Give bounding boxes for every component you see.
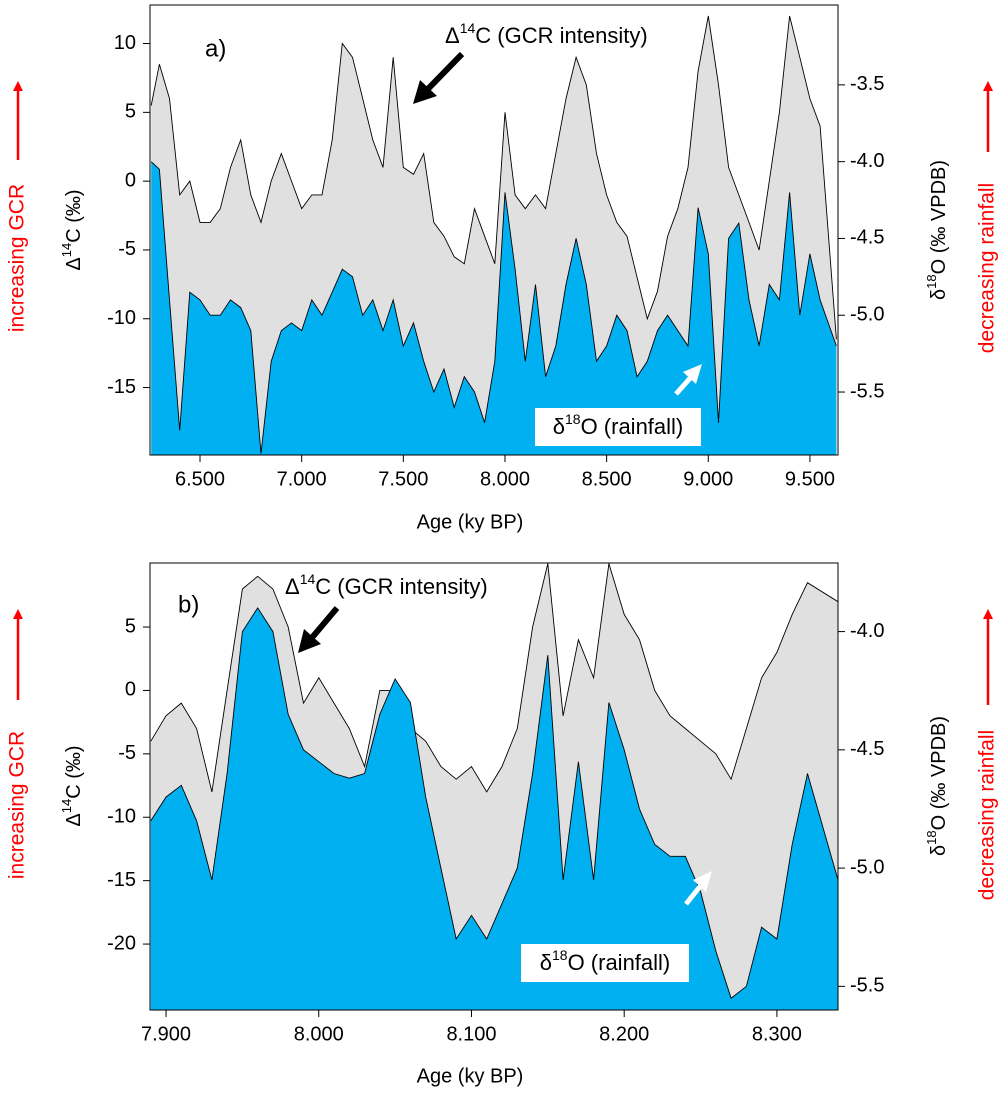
label-part: δ [928, 289, 950, 300]
y2-tick-label: -5.0 [850, 856, 884, 878]
panel-label: b) [178, 591, 199, 618]
y2-tick-label: -4.0 [850, 150, 884, 172]
y-tick-label: -15 [107, 869, 136, 891]
annotation-part: O (rainfall) [568, 950, 671, 975]
annotation-part: O (rainfall) [581, 414, 684, 439]
y2-tick-label: -3.5 [850, 73, 884, 95]
label-part: O (‰ VPDB) [928, 716, 950, 830]
annotation-arrow [422, 51, 465, 95]
annotation-part: C (GCR intensity) [475, 23, 647, 48]
x-tick-label: 9.000 [683, 468, 733, 490]
x-tick-label: 8.500 [582, 468, 632, 490]
line [150, 15, 837, 340]
y-tick-label: -5 [118, 238, 136, 260]
plots: 6.500 7.000 7.500 8.000 8.500 9.000 9.500 -15 -1… [107, 4, 884, 1045]
line [150, 563, 838, 793]
y-tick-label: -20 [107, 932, 136, 954]
annotation-arrow [674, 374, 694, 396]
annotation-part: δ [553, 414, 565, 439]
label-sup: 14 [59, 799, 74, 813]
y-tick-label: -5 [118, 742, 136, 764]
area [150, 607, 838, 1010]
annotation-part: δ [540, 950, 552, 975]
annotation: δ18O (rainfall) [553, 411, 684, 439]
line [150, 161, 837, 454]
plot-frame [149, 562, 839, 1011]
y-tick-label: -15 [107, 376, 136, 398]
x-tick-label: 8.000 [480, 468, 530, 490]
label-sup: 18 [924, 830, 939, 844]
annotation-sup: 18 [552, 947, 568, 963]
plot-area [150, 15, 837, 455]
x-tick-label: 8.200 [599, 1023, 649, 1045]
x-tick-label: 8.000 [294, 1023, 344, 1045]
side-label: decreasing rainfall [976, 730, 999, 900]
annotation: Δ14C (GCR intensity) [285, 571, 488, 599]
label-part: Δ [63, 257, 85, 270]
label-part: δ [928, 845, 950, 856]
x-tick-label: 9.500 [785, 468, 835, 490]
y-axis-label: Δ14C (‰) [59, 745, 85, 826]
annotation: δ18O (rainfall) [540, 947, 671, 975]
annotation-part: Δ [445, 23, 460, 48]
y2-tick-label: -4.5 [850, 227, 884, 249]
annotation-sup: 14 [300, 571, 316, 587]
y2-tick-label: -5.0 [850, 304, 884, 326]
annotation-sup: 18 [565, 411, 581, 427]
annotation-arrowhead [693, 871, 712, 892]
side-label: decreasing rainfall [976, 183, 999, 353]
annotation: Δ14C (GCR intensity) [445, 20, 648, 48]
y2-tick-label: -5.5 [850, 380, 884, 402]
plot-frame [149, 4, 839, 456]
panel-label: a) [205, 35, 226, 62]
x-tick-label: 7.900 [141, 1023, 191, 1045]
x-axis-label: Age (ky BP) [417, 1065, 524, 1087]
side-label: increasing GCR [6, 184, 29, 332]
annotation-part: C (GCR intensity) [315, 574, 487, 599]
annotation-arrow [307, 606, 340, 642]
y2-tick-label: -5.5 [850, 975, 884, 997]
y-axis-label: Δ14C (‰) [59, 189, 85, 270]
line [150, 607, 838, 999]
annotation-arrowhead [413, 80, 437, 104]
label-sup: 18 [924, 274, 939, 288]
y2-tick-label: -4.5 [850, 738, 884, 760]
label-part: O (‰ VPDB) [928, 160, 950, 274]
label-box [535, 408, 701, 446]
label-box [521, 944, 689, 982]
y-tick-label: 5 [125, 101, 136, 123]
label-part: C (‰) [63, 189, 85, 242]
label-part: Δ [63, 813, 85, 826]
plot-area [150, 563, 838, 1010]
x-tick-label: 8.100 [446, 1023, 496, 1045]
y2-axis-label: δ18O (‰ VPDB) [924, 716, 950, 856]
area [151, 161, 837, 455]
label-part: C (‰) [63, 745, 85, 798]
y-tick-label: 10 [114, 32, 136, 54]
side-label: increasing GCR [6, 731, 29, 879]
label-sup: 14 [59, 243, 74, 257]
annotation-arrowhead [298, 629, 321, 653]
annotation-arrow [684, 882, 704, 906]
y2-axis-label: δ18O (‰ VPDB) [924, 160, 950, 300]
y-tick-label: -10 [107, 307, 136, 329]
x-tick-label: 8.300 [752, 1023, 802, 1045]
y-tick-label: -10 [107, 806, 136, 828]
annotation-part: Δ [285, 574, 300, 599]
y-tick-label: 0 [125, 169, 136, 191]
y2-tick-label: -4.0 [850, 620, 884, 642]
x-tick-label: 6.500 [175, 468, 225, 490]
x-axis-label: Age (ky BP) [417, 511, 524, 533]
y-tick-label: 0 [125, 679, 136, 701]
x-tick-label: 7.000 [277, 468, 327, 490]
y-tick-label: 5 [125, 615, 136, 637]
x-tick-label: 7.500 [378, 468, 428, 490]
annotation-arrowhead [683, 364, 702, 384]
annotation-sup: 14 [460, 20, 476, 36]
